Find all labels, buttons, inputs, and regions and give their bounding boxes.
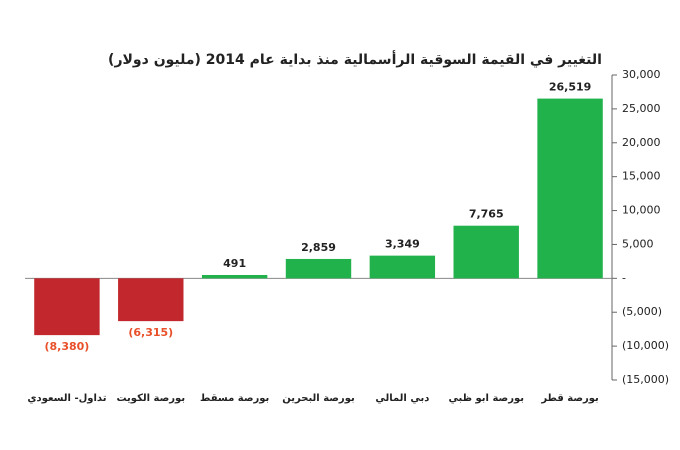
x-tick-label: بورصة ابو ظبي bbox=[448, 393, 524, 404]
bar bbox=[537, 98, 603, 279]
y-tick-label: 30,000 bbox=[622, 68, 661, 81]
y-tick-label: - bbox=[622, 271, 626, 284]
value-label: (8,380) bbox=[44, 340, 89, 353]
bar bbox=[118, 278, 184, 322]
x-tick-label: بورصة البحرين bbox=[282, 393, 354, 404]
value-label: (6,315) bbox=[128, 326, 173, 339]
y-tick-label: (5,000) bbox=[622, 305, 662, 318]
x-tick-label: دبي المالي bbox=[375, 393, 429, 404]
x-tick-label: تداول- السعودي bbox=[27, 393, 106, 404]
value-label: 7,765 bbox=[469, 208, 504, 221]
bar bbox=[369, 255, 436, 279]
y-tick-label: (15,000) bbox=[622, 373, 669, 386]
y-tick-label: 5,000 bbox=[622, 237, 654, 250]
bar bbox=[201, 275, 268, 279]
value-label: 2,859 bbox=[301, 241, 336, 254]
bar bbox=[453, 225, 519, 279]
bar bbox=[285, 258, 352, 279]
x-tick-label: بورصة مسقط bbox=[200, 393, 269, 404]
x-tick-label: بورصة قطر bbox=[540, 393, 599, 404]
y-tick-label: (10,000) bbox=[622, 339, 669, 352]
bar bbox=[34, 278, 100, 336]
y-tick-label: 25,000 bbox=[622, 102, 661, 115]
y-tick-label: 15,000 bbox=[622, 170, 661, 183]
value-label: 491 bbox=[223, 257, 246, 270]
y-tick-label: 20,000 bbox=[622, 136, 661, 149]
x-tick-label: بورصة الكويت bbox=[116, 393, 185, 404]
value-label: 26,519 bbox=[549, 81, 591, 94]
chart-title: التغيير في القيمة السوقية الرأسمالية منذ… bbox=[108, 50, 602, 68]
value-label: 3,349 bbox=[385, 238, 420, 251]
y-tick-label: 10,000 bbox=[622, 204, 661, 217]
